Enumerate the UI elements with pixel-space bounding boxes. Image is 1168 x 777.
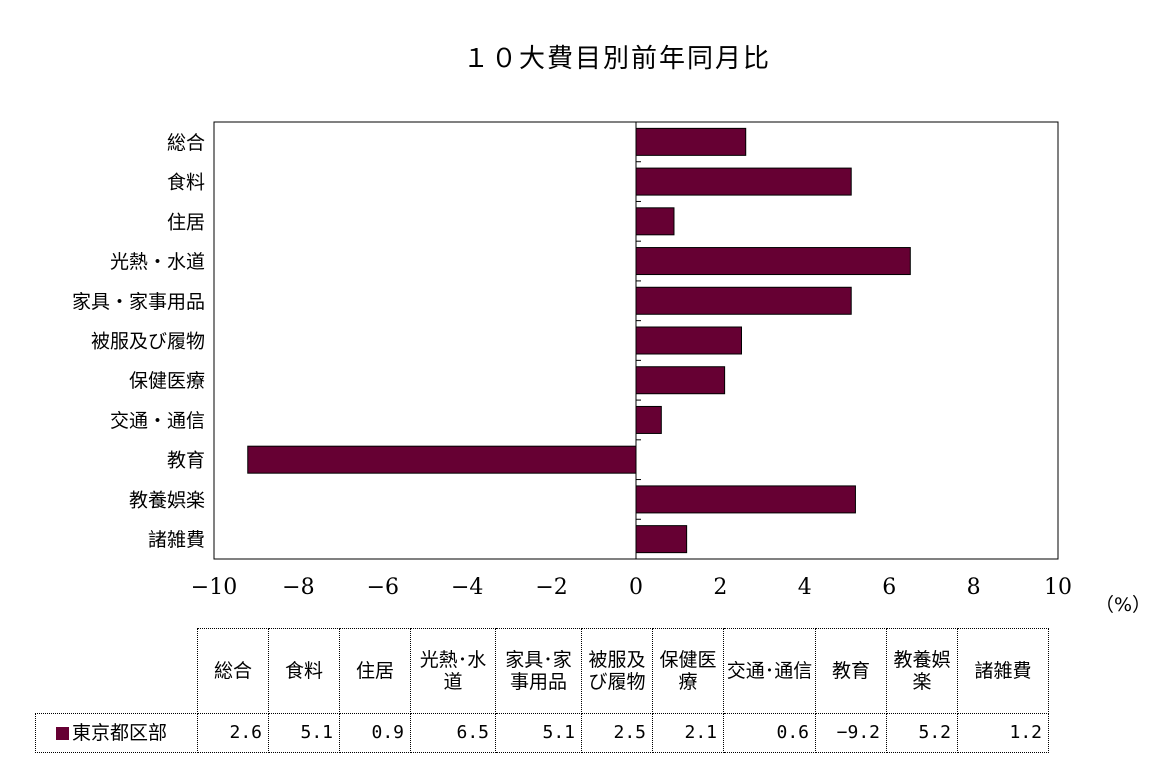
category-label: 光熱・水道 — [110, 251, 205, 273]
x-tick-label: 0 — [629, 575, 643, 600]
x-tick-label: 2 — [713, 575, 727, 600]
data-table: 総合 食料 住居 光熱･水道 家具･家事用品 被服及び履物 保健医療 交通･通信 教育 教養娯楽諸… — [35, 628, 1049, 753]
table-header-cell: 被服及び履物 — [581, 628, 653, 714]
table-value-cell: 2.1 — [652, 713, 724, 753]
category-label: 家具・家事用品 — [72, 291, 205, 313]
x-axis-ticks: −10 −8 −6 −4 −2 0 2 4 6 8 10 — [191, 161, 1072, 600]
bar-1 — [635, 127, 747, 156]
category-label: 総合 — [167, 132, 205, 154]
table-values-row: 東京都区部 2.6 5.1 0.9 6.5 5.1 2.5 2.1 0.6 −9.2 5.2 1.2 — [35, 713, 1049, 753]
bar-10 — [635, 485, 856, 514]
x-tick-label: −8 — [282, 575, 314, 600]
bar-3 — [635, 207, 675, 236]
table-header-cell: 食料 — [268, 628, 340, 714]
legend-swatch — [56, 727, 69, 740]
x-tick-label: −6 — [367, 575, 399, 600]
bar-7 — [635, 366, 726, 395]
chart-title: １０大費目別前年同月比 — [462, 44, 771, 74]
category-label: 住居 — [167, 211, 205, 233]
x-tick-label: −4 — [451, 575, 483, 600]
table-header-cell: 総合 — [197, 628, 269, 714]
table-value-cell: 5.1 — [268, 713, 340, 753]
category-label: 食料 — [167, 172, 205, 194]
unit-label: （%） — [1095, 594, 1152, 616]
bar-2 — [635, 167, 852, 196]
table-value-cell: 1.2 — [957, 713, 1049, 753]
bar-5 — [635, 286, 852, 315]
bar-4 — [635, 247, 911, 276]
category-label: 教育 — [167, 450, 205, 472]
table-value-cell: 2.6 — [197, 713, 269, 753]
bar-9 — [247, 445, 637, 474]
category-label: 交通・通信 — [110, 410, 205, 432]
category-labels: 総合食料住居光熱・水道家具・家事用品被服及び履物保健医療交通・通信教育教養娯楽諸… — [72, 132, 205, 551]
category-label: 被服及び履物 — [91, 331, 205, 353]
x-tick-label: 6 — [882, 575, 896, 600]
table-header-row: 総合 食料 住居 光熱･水道 家具･家事用品 被服及び履物 保健医療 交通･通信 教育 教養娯楽諸… — [35, 628, 1049, 714]
series-name: 東京都区部 — [72, 722, 168, 744]
table-header-cell: 諸雑費 — [957, 628, 1049, 714]
bars — [247, 127, 911, 554]
x-tick-label: 8 — [967, 575, 981, 600]
table-corner-cell — [35, 628, 198, 714]
table-value-cell: 5.1 — [495, 713, 582, 753]
table-value-cell: 0.6 — [723, 713, 816, 753]
category-label: 教養娯楽 — [129, 489, 205, 511]
table-header-cell: 教育 — [815, 628, 887, 714]
table-header-cell: 保健医療 — [652, 628, 724, 714]
table-value-cell: 5.2 — [886, 713, 958, 753]
x-tick-label: −2 — [535, 575, 567, 600]
table-header-cell: 住居 — [339, 628, 411, 714]
bar-11 — [635, 525, 688, 554]
x-tick-label: 4 — [798, 575, 812, 600]
table-value-cell: 2.5 — [581, 713, 653, 753]
table-header-cell: 光熱･水道 — [410, 628, 496, 714]
table-value-cell: 0.9 — [339, 713, 411, 753]
table-header-cell: 家具･家事用品 — [495, 628, 582, 714]
x-tick-label: −10 — [191, 575, 237, 600]
x-tick-label: 10 — [1044, 575, 1072, 600]
table-header-cell: 交通･通信 — [723, 628, 816, 714]
table-value-cell: −9.2 — [815, 713, 887, 753]
category-label: 諸雑費 — [148, 529, 205, 551]
bar-6 — [635, 326, 742, 355]
category-label: 保健医療 — [129, 370, 205, 392]
bar-8 — [635, 405, 662, 434]
table-value-cell: 6.5 — [410, 713, 496, 753]
series-name-cell: 東京都区部 — [35, 713, 198, 753]
table-header-cell: 教養娯楽 — [886, 628, 958, 714]
